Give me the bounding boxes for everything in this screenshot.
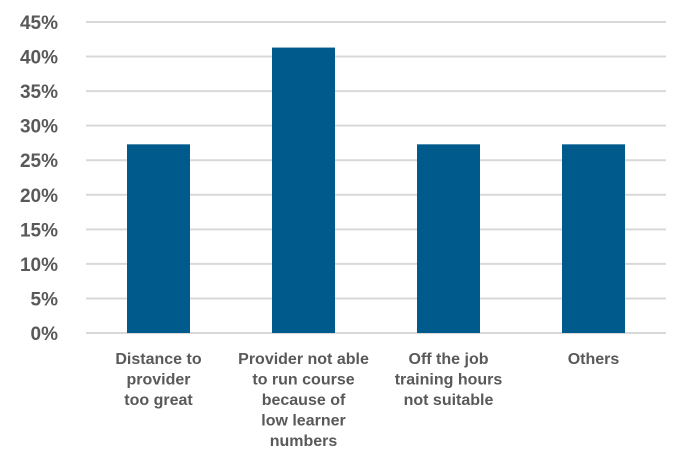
y-tick-label: 45% <box>20 13 58 34</box>
y-tick-label: 25% <box>20 151 58 172</box>
x-category-label-line: provider <box>126 372 190 389</box>
y-tick-label: 35% <box>20 82 58 103</box>
x-category-label: Distance to provider too great <box>115 351 201 409</box>
y-tick-label: 30% <box>20 117 58 138</box>
y-tick-label: 10% <box>20 255 58 276</box>
bar <box>417 144 480 333</box>
y-axis-tick-labels: 0% 5% 10% 15% 20% 25% 30% 35% 40% 45% <box>20 13 58 345</box>
bar <box>272 47 335 334</box>
x-category-label-line: training hours <box>395 372 503 389</box>
y-tick-label: 5% <box>31 289 59 310</box>
x-category-label-line: Off the job <box>409 351 489 368</box>
x-axis-category-labels: Distance to provider too great Provider not… <box>115 351 619 450</box>
y-tick-label: 40% <box>20 48 58 69</box>
x-category-label: Others <box>568 351 620 368</box>
x-category-label: Provider not able to run course because of… <box>238 351 369 450</box>
x-category-label-line: Provider not able <box>238 351 369 368</box>
x-category-label-line: to run course <box>252 372 354 389</box>
x-category-label-line: because of <box>262 392 346 409</box>
x-category-label-line: numbers <box>270 433 338 450</box>
x-category-label: Off the job training hours not suitable <box>395 351 503 409</box>
y-tick-label: 15% <box>20 220 58 241</box>
x-category-label-line: not suitable <box>404 392 494 409</box>
x-category-label-line: too great <box>124 392 193 409</box>
bar <box>562 144 625 333</box>
x-category-label-line: Distance to <box>115 351 201 368</box>
x-category-label-line: Others <box>568 351 620 368</box>
y-tick-label: 0% <box>31 324 59 345</box>
bars <box>127 47 625 334</box>
x-category-label-line: low learner <box>261 413 345 430</box>
y-tick-label: 20% <box>20 186 58 207</box>
bar <box>127 144 190 333</box>
